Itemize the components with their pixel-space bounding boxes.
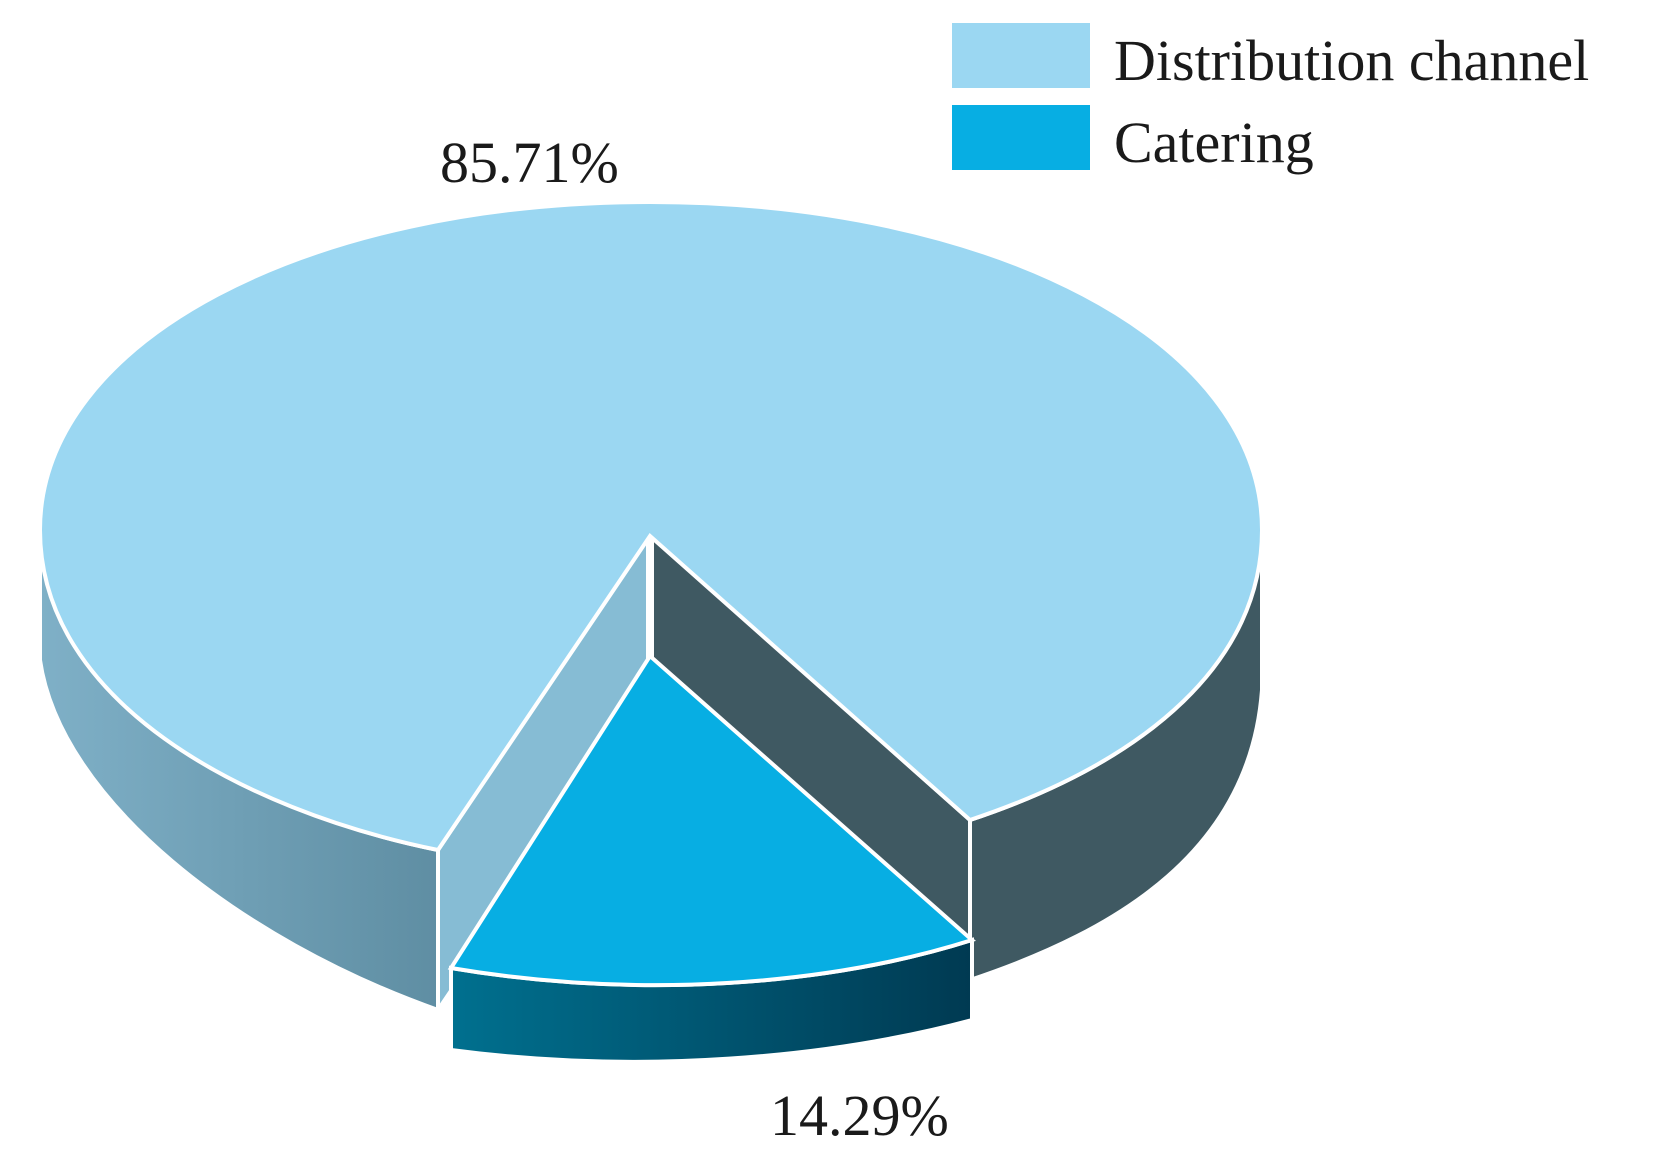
legend-swatch-distribution [952, 23, 1090, 88]
legend: Distribution channel Catering [952, 23, 1589, 175]
legend-label-distribution: Distribution channel [1114, 28, 1589, 93]
distribution-slice-top [37, 199, 1265, 853]
legend-label-catering: Catering [1114, 110, 1314, 175]
distribution-slice-label: 85.71% [440, 130, 619, 195]
catering-slice-label: 14.29% [770, 1083, 949, 1148]
catering-slice-top [447, 652, 976, 988]
legend-swatch-catering [952, 105, 1090, 170]
